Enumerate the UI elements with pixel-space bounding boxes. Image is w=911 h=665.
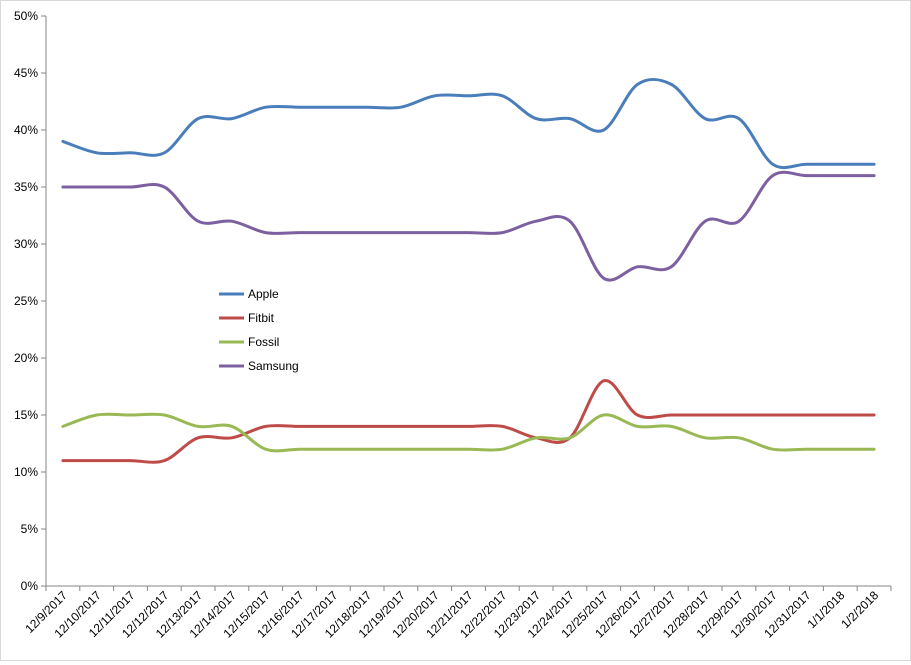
legend-item-samsung: Samsung [219,359,299,373]
y-tick-label: 25% [14,294,38,308]
legend-item-fossil: Fossil [219,335,279,349]
y-tick-label: 5% [21,522,39,536]
axes [45,16,891,587]
y-tick-label: 20% [14,351,38,365]
series-line-fossil [61,412,876,453]
legend: Apple Fitbit Fossil Samsung [219,287,299,373]
y-tick-label: 10% [14,465,38,479]
legend-label: Samsung [248,359,299,373]
y-tick-label: 0% [21,579,39,593]
legend-item-fitbit: Fitbit [219,311,275,325]
legend-item-apple: Apple [219,287,279,301]
x-axis-ticks: 12/9/201712/10/201712/11/201712/12/20171… [22,586,892,641]
y-tick-label: 30% [14,237,38,251]
y-tick-label: 40% [14,123,38,137]
x-tick-label: 1/2/2018 [838,588,881,631]
legend-label: Apple [248,287,279,301]
series-line-apple [61,77,876,170]
series-lines [61,77,876,464]
series-line-samsung [61,170,876,282]
y-tick-label: 15% [14,408,38,422]
legend-label: Fitbit [248,311,275,325]
series-line-fitbit [61,379,876,464]
legend-label: Fossil [248,335,279,349]
y-tick-label: 35% [14,180,38,194]
y-tick-label: 50% [14,9,38,23]
y-axis-ticks: 0% 5% 10% 15% 20% 25% 30% 35% 40% 45% 50% [14,9,46,593]
y-tick-label: 45% [14,66,38,80]
